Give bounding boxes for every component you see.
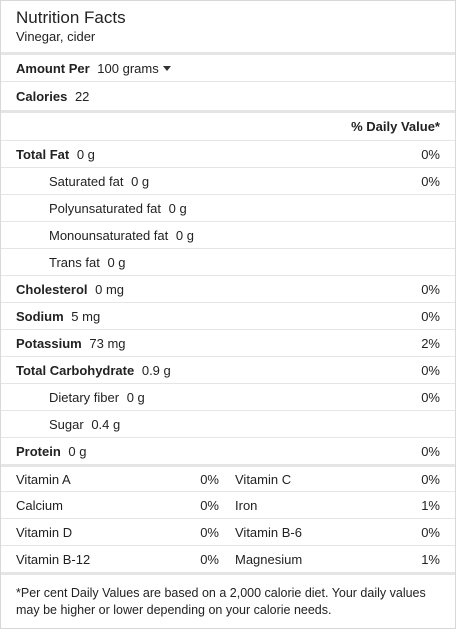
- nutrient-dv: 0%: [421, 146, 440, 162]
- nutrient-amount: 0 mg: [95, 281, 125, 297]
- nutrient-dv: 0%: [421, 362, 440, 378]
- nutrient-label: Saturated fat: [49, 173, 124, 189]
- nutrient-row-saturated-fat: Saturated fat 0 g 0%: [1, 167, 455, 194]
- daily-value-footnote: *Per cent Daily Values are based on a 2,…: [1, 572, 455, 637]
- nutrient-label: Potassium: [16, 335, 82, 351]
- nutrient-amount: 0 g: [68, 443, 87, 459]
- nutrient-row-dietary-fiber: Dietary fiber 0 g 0%: [1, 383, 455, 410]
- nutrient-label: Total Fat: [16, 146, 70, 162]
- vitamin-dv: 0%: [200, 524, 219, 540]
- vitamin-row: Vitamin A 0% Vitamin C 0%: [1, 464, 455, 491]
- daily-value-header: % Daily Value*: [351, 119, 440, 134]
- nutrient-row-total-carbohydrate: Total Carbohydrate 0.9 g 0%: [1, 356, 455, 383]
- title-block: Nutrition Facts Vinegar, cider: [1, 1, 455, 52]
- vitamin-label: Vitamin C: [235, 471, 292, 487]
- nutrient-row-trans-fat: Trans fat 0 g: [1, 248, 455, 275]
- nutrient-dv: 2%: [421, 335, 440, 351]
- nutrient-dv: 0%: [421, 173, 440, 189]
- vitamin-dv: 0%: [200, 497, 219, 513]
- nutrient-row-total-fat: Total Fat 0 g 0%: [1, 140, 455, 167]
- nutrient-label: Sodium: [16, 308, 64, 324]
- nutrient-row-polyunsaturated-fat: Polyunsaturated fat 0 g: [1, 194, 455, 221]
- amount-label: Amount Per: [16, 60, 90, 76]
- vitamin-dv: 0%: [200, 471, 219, 487]
- caret-down-icon: [162, 66, 171, 71]
- daily-value-header-row: % Daily Value*: [1, 110, 455, 140]
- nutrient-row-cholesterol: Cholesterol 0 mg 0%: [1, 275, 455, 302]
- nutrient-row-sodium: Sodium 5 mg 0%: [1, 302, 455, 329]
- vitamin-dv: 1%: [421, 497, 440, 513]
- nutrient-label: Dietary fiber: [49, 389, 120, 405]
- vitamin-label: Vitamin A: [16, 471, 71, 487]
- nutrient-label: Sugar: [49, 416, 84, 432]
- nutrient-row-potassium: Potassium 73 mg 2%: [1, 329, 455, 356]
- vitamin-label: Iron: [235, 497, 258, 513]
- nutrient-label: Protein: [16, 443, 61, 459]
- nutrient-label: Polyunsaturated fat: [49, 200, 162, 216]
- nutrient-dv: 0%: [421, 389, 440, 405]
- calories-row: Calories 22: [1, 81, 455, 110]
- vitamin-dv: 0%: [421, 471, 440, 487]
- calories-label: Calories: [16, 88, 68, 104]
- serving-size-value: 100 grams: [97, 60, 159, 76]
- vitamin-label: Vitamin B-12: [16, 551, 91, 567]
- vitamin-label: Vitamin D: [16, 524, 73, 540]
- vitamin-dv: 0%: [200, 551, 219, 567]
- nutrient-amount: 0 g: [168, 200, 187, 216]
- vitamin-label: Magnesium: [235, 551, 303, 567]
- nutrient-label: Monounsaturated fat: [49, 227, 169, 243]
- vitamin-row: Calcium 0% Iron 1%: [1, 491, 455, 518]
- vitamin-label: Calcium: [16, 497, 63, 513]
- nutrient-dv: 0%: [421, 308, 440, 324]
- nutrient-dv: 0%: [421, 443, 440, 459]
- nutrient-dv: 0%: [421, 281, 440, 297]
- nutrient-label: Trans fat: [49, 254, 100, 270]
- nutrient-amount: 0 g: [76, 146, 95, 162]
- nutrient-label: Total Carbohydrate: [16, 362, 135, 378]
- nutrient-row-sugar: Sugar 0.4 g: [1, 410, 455, 437]
- vitamin-dv: 0%: [421, 524, 440, 540]
- nutrient-amount: 73 mg: [89, 335, 126, 351]
- vitamin-row: Vitamin D 0% Vitamin B-6 0%: [1, 518, 455, 545]
- nutrient-row-monounsaturated-fat: Monounsaturated fat 0 g: [1, 221, 455, 248]
- vitamin-label: Vitamin B-6: [235, 524, 302, 540]
- nutrient-amount: 0.9 g: [141, 362, 171, 378]
- amount-row: Amount Per 100 grams: [1, 52, 455, 81]
- nutrient-amount: 0.4 g: [91, 416, 121, 432]
- nutrient-amount: 0 g: [126, 389, 145, 405]
- serving-size-dropdown[interactable]: 100 grams: [97, 60, 171, 76]
- nutrient-row-protein: Protein 0 g 0%: [1, 437, 455, 464]
- page-title: Nutrition Facts: [16, 8, 126, 27]
- nutrient-label: Cholesterol: [16, 281, 88, 297]
- food-name: Vinegar, cider: [16, 29, 96, 44]
- nutrient-amount: 0 g: [175, 227, 194, 243]
- vitamin-row: Vitamin B-12 0% Magnesium 1%: [1, 545, 455, 572]
- calories-value: 22: [74, 88, 90, 104]
- nutrient-amount: 0 g: [131, 173, 150, 189]
- nutrient-amount: 5 mg: [71, 308, 101, 324]
- vitamin-dv: 1%: [421, 551, 440, 567]
- nutrient-amount: 0 g: [107, 254, 126, 270]
